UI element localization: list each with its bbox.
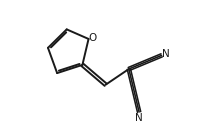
Text: O: O bbox=[89, 33, 97, 43]
Text: N: N bbox=[162, 49, 169, 59]
Text: N: N bbox=[135, 113, 143, 123]
